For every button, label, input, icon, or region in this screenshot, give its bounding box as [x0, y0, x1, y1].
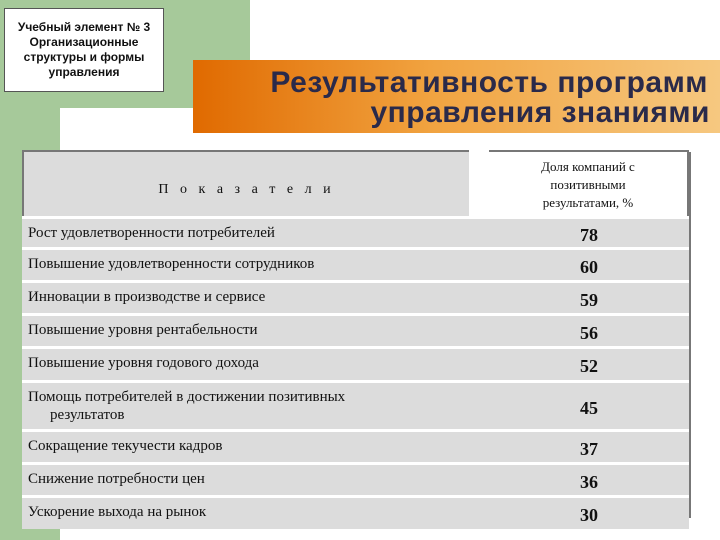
- element-line-2: Организационные: [29, 35, 139, 49]
- header-share-line-1: Доля компаний с: [541, 159, 635, 174]
- row-label-line-1: Помощь потребителей в достижении позитив…: [28, 389, 346, 405]
- row-value: 60: [580, 256, 598, 277]
- table-row: Повышение уровня рентабельности 56: [22, 313, 689, 346]
- slide-title: Результативность программ управления зна…: [270, 68, 710, 128]
- title-line-2: управления знаниями: [370, 96, 710, 129]
- table-row: Рост удовлетворенности потребителей 78: [22, 216, 689, 247]
- row-label-line-2: результатов: [50, 407, 125, 423]
- title-line-1: Результативность программ: [270, 66, 708, 99]
- element-line-4: управления: [48, 65, 120, 79]
- element-line-3: структуры и формы: [23, 50, 145, 64]
- results-table: П о к а з а т е л и Доля компаний с пози…: [22, 150, 689, 529]
- table-row: Ускорение выхода на рынок 30: [22, 495, 689, 529]
- table-row: Помощь потребителей в достижении позитив…: [22, 380, 689, 429]
- header-gap: [469, 150, 489, 216]
- row-value: 30: [580, 505, 598, 525]
- table-header: П о к а з а т е л и Доля компаний с пози…: [22, 150, 689, 216]
- row-value: 36: [580, 471, 598, 492]
- row-value: 59: [580, 289, 598, 310]
- row-value: 37: [580, 438, 598, 459]
- row-label: Сокращение текучести кадров: [28, 438, 223, 454]
- element-line-1: Учебный элемент № 3: [17, 20, 151, 34]
- element-info-box: Учебный элемент № 3 Организационные стру…: [4, 8, 164, 92]
- row-label: Ускорение выхода на рынок: [28, 504, 207, 520]
- header-indicators: П о к а з а т е л и: [22, 150, 469, 216]
- table-row: Сокращение текучести кадров 37: [22, 429, 689, 462]
- table-row: Инновации в производстве и сервисе 59: [22, 280, 689, 313]
- row-label: Снижение потребности цен: [28, 471, 205, 487]
- row-label: Инновации в производстве и сервисе: [28, 289, 266, 305]
- row-label: Повышение уровня рентабельности: [28, 322, 258, 338]
- table-row: Снижение потребности цен 36: [22, 462, 689, 495]
- header-share-line-3: результатами, %: [542, 195, 634, 210]
- table-row: Повышение уровня годового дохода 52: [22, 346, 689, 380]
- row-label: Рост удовлетворенности потребителей: [28, 225, 275, 241]
- row-label: Повышение уровня годового дохода: [28, 355, 259, 371]
- row-value: 45: [580, 397, 598, 418]
- row-value: 78: [580, 224, 598, 245]
- header-share: Доля компаний с позитивными результатами…: [489, 150, 689, 216]
- row-label: Повышение удовлетворенности сотрудников: [28, 256, 315, 272]
- row-value: 56: [580, 322, 598, 343]
- row-label: Помощь потребителей в достижении позитив…: [22, 383, 489, 429]
- title-bar: [193, 60, 720, 133]
- table-row: Повышение удовлетворенности сотрудников …: [22, 247, 689, 280]
- header-share-line-2: позитивными: [550, 177, 626, 192]
- row-value: 52: [580, 356, 598, 376]
